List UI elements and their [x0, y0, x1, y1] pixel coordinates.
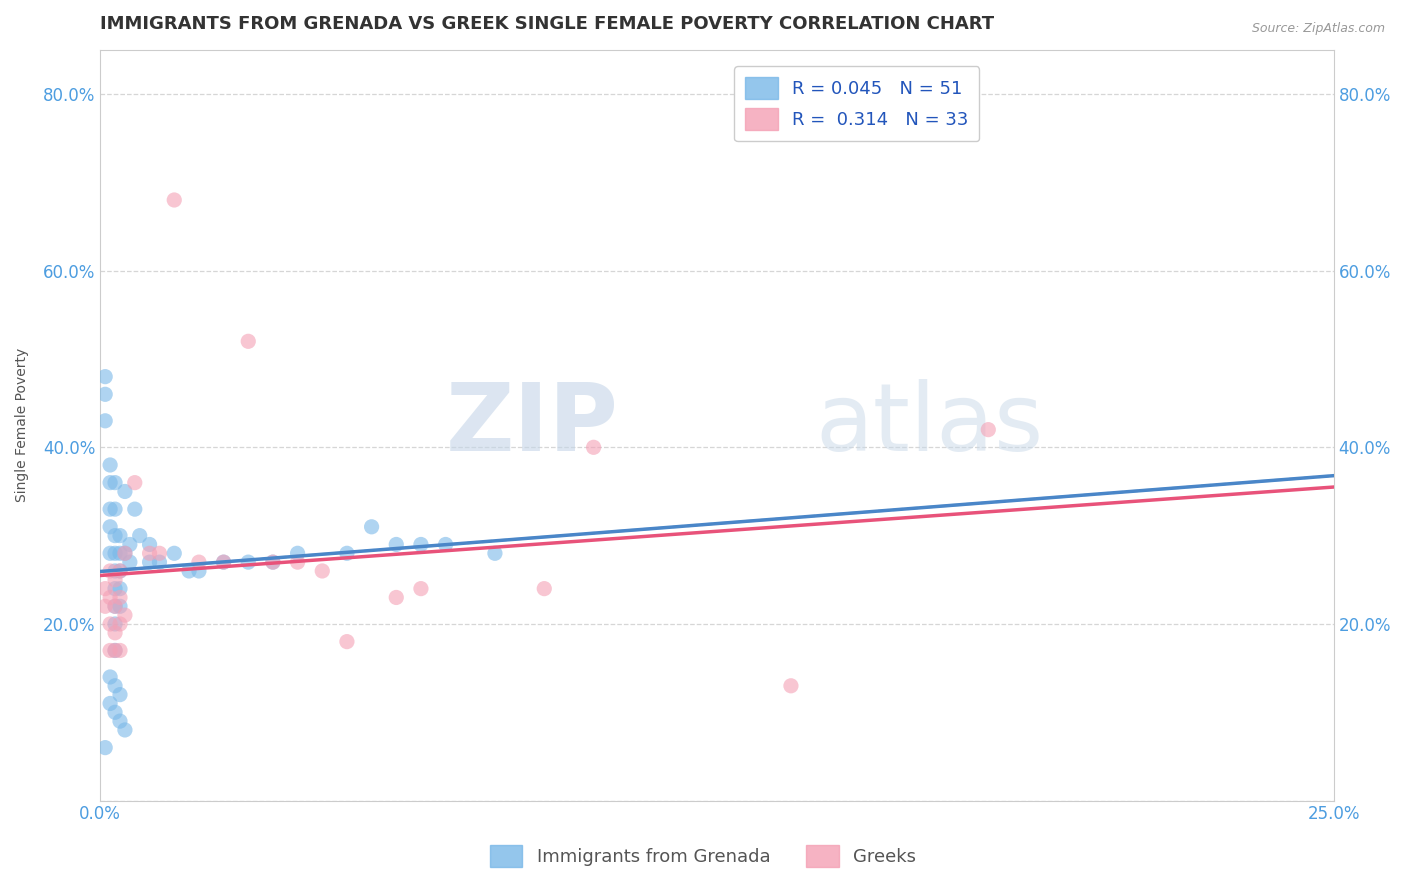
Point: [108, 582, 131, 596]
Point: [108, 591, 131, 605]
Point: [780, 679, 803, 693]
Point: [114, 723, 136, 737]
Point: [114, 546, 136, 560]
Point: [533, 582, 555, 596]
Point: [104, 643, 127, 657]
Point: [124, 475, 146, 490]
Point: [336, 546, 359, 560]
Point: [360, 520, 382, 534]
Point: [118, 555, 141, 569]
Point: [138, 537, 160, 551]
Point: [187, 564, 209, 578]
Point: [108, 688, 131, 702]
Legend: R = 0.045   N = 51, R =  0.314   N = 33: R = 0.045 N = 51, R = 0.314 N = 33: [734, 66, 979, 141]
Text: ZIP: ZIP: [446, 379, 619, 471]
Point: [104, 528, 127, 542]
Y-axis label: Single Female Poverty: Single Female Poverty: [15, 348, 30, 502]
Point: [484, 546, 506, 560]
Point: [114, 546, 136, 560]
Point: [104, 502, 127, 516]
Point: [287, 555, 309, 569]
Point: [108, 617, 131, 632]
Point: [104, 679, 127, 693]
Point: [98, 475, 121, 490]
Point: [287, 546, 309, 560]
Text: IMMIGRANTS FROM GRENADA VS GREEK SINGLE FEMALE POVERTY CORRELATION CHART: IMMIGRANTS FROM GRENADA VS GREEK SINGLE …: [100, 15, 994, 33]
Point: [94, 387, 117, 401]
Legend: Immigrants from Grenada, Greeks: Immigrants from Grenada, Greeks: [482, 838, 924, 874]
Point: [94, 740, 117, 755]
Point: [163, 193, 186, 207]
Point: [98, 670, 121, 684]
Point: [104, 573, 127, 587]
Point: [114, 484, 136, 499]
Point: [138, 555, 160, 569]
Point: [94, 414, 117, 428]
Point: [94, 599, 117, 614]
Point: [148, 546, 170, 560]
Point: [177, 564, 200, 578]
Point: [104, 475, 127, 490]
Point: [128, 528, 150, 542]
Point: [104, 599, 127, 614]
Point: [98, 591, 121, 605]
Point: [262, 555, 284, 569]
Point: [108, 564, 131, 578]
Point: [148, 555, 170, 569]
Text: Source: ZipAtlas.com: Source: ZipAtlas.com: [1251, 22, 1385, 36]
Point: [163, 546, 186, 560]
Point: [385, 591, 408, 605]
Point: [98, 643, 121, 657]
Point: [98, 546, 121, 560]
Text: atlas: atlas: [815, 379, 1043, 471]
Point: [409, 582, 432, 596]
Point: [336, 634, 359, 648]
Point: [104, 582, 127, 596]
Point: [114, 608, 136, 623]
Point: [238, 555, 260, 569]
Point: [104, 617, 127, 632]
Point: [104, 625, 127, 640]
Point: [98, 458, 121, 472]
Point: [98, 502, 121, 516]
Point: [94, 582, 117, 596]
Point: [108, 546, 131, 560]
Point: [104, 599, 127, 614]
Point: [108, 528, 131, 542]
Point: [238, 334, 260, 349]
Point: [98, 520, 121, 534]
Point: [977, 423, 1000, 437]
Point: [212, 555, 235, 569]
Point: [311, 564, 333, 578]
Point: [409, 537, 432, 551]
Point: [108, 599, 131, 614]
Point: [582, 440, 605, 454]
Point: [138, 546, 160, 560]
Point: [118, 537, 141, 551]
Point: [108, 564, 131, 578]
Point: [98, 617, 121, 632]
Point: [187, 555, 209, 569]
Point: [104, 564, 127, 578]
Point: [212, 555, 235, 569]
Point: [108, 714, 131, 728]
Point: [104, 546, 127, 560]
Point: [104, 706, 127, 720]
Point: [104, 643, 127, 657]
Point: [262, 555, 284, 569]
Point: [124, 502, 146, 516]
Point: [94, 369, 117, 384]
Point: [98, 697, 121, 711]
Point: [98, 564, 121, 578]
Point: [434, 537, 457, 551]
Point: [108, 643, 131, 657]
Point: [385, 537, 408, 551]
